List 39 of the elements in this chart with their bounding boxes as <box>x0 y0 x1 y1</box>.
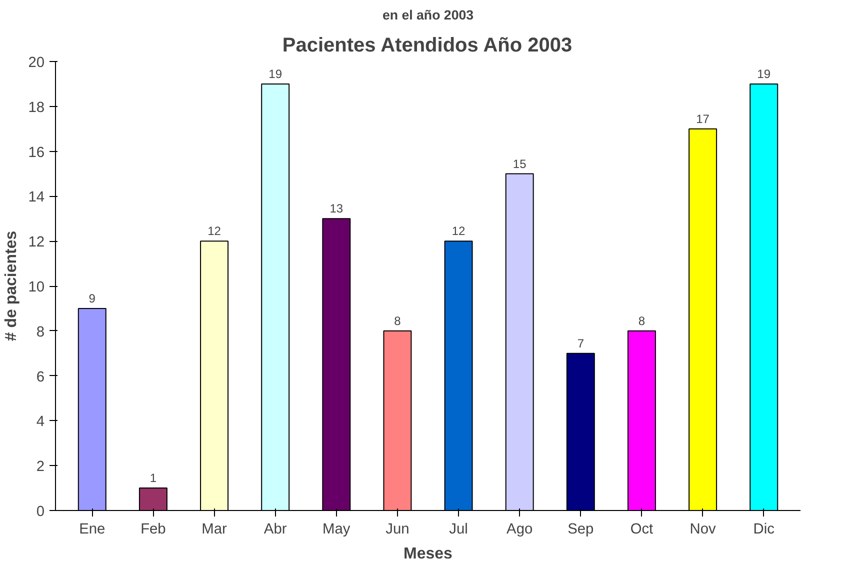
chart-title: Pacientes Atendidos Año 2003 <box>282 34 572 56</box>
x-tick-label: Feb <box>140 522 166 538</box>
x-tick-label: May <box>322 522 351 538</box>
data-label: 15 <box>512 156 527 171</box>
x-tick-label: Mar <box>202 522 228 538</box>
data-label: 8 <box>394 314 402 328</box>
y-tick-label: 20 <box>28 55 45 71</box>
data-label: 9 <box>88 291 96 306</box>
y-tick-label: 16 <box>28 144 45 161</box>
data-label: 19 <box>268 66 282 81</box>
y-tick-label: 18 <box>28 100 45 116</box>
data-label: 19 <box>757 66 771 81</box>
x-tick-label: Sep <box>568 522 594 538</box>
data-label: 12 <box>452 224 466 238</box>
data-label: 7 <box>577 336 584 350</box>
y-tick-label: 14 <box>28 190 45 206</box>
y-axis-title: # de pacientes <box>3 230 20 342</box>
x-tick-label: Abr <box>264 522 287 538</box>
data-label: 17 <box>696 112 710 126</box>
y-tick-label: 0 <box>36 504 45 520</box>
x-tick-label: Ene <box>79 522 106 538</box>
data-label: 13 <box>330 202 344 216</box>
x-tick-label: Ago <box>506 522 533 538</box>
x-axis-title: Meses <box>404 546 453 562</box>
x-tick-label: Jun <box>386 522 410 538</box>
data-label: 12 <box>208 224 222 238</box>
x-tick-label: Dic <box>753 522 774 538</box>
data-label: 1 <box>150 471 157 486</box>
text: en el año 2003 <box>382 8 474 22</box>
y-tick-label: 4 <box>36 414 45 430</box>
y-tick-label: 10 <box>28 280 45 296</box>
y-tick-label: 6 <box>36 369 45 386</box>
y-tick-label: 2 <box>36 459 45 476</box>
y-tick-label: 12 <box>28 234 45 251</box>
x-tick-label: Oct <box>630 522 654 538</box>
y-tick-label: 8 <box>36 324 45 340</box>
x-tick-label: Nov <box>690 522 716 538</box>
x-tick-label: Jul <box>449 522 468 538</box>
data-label: 8 <box>638 314 646 328</box>
